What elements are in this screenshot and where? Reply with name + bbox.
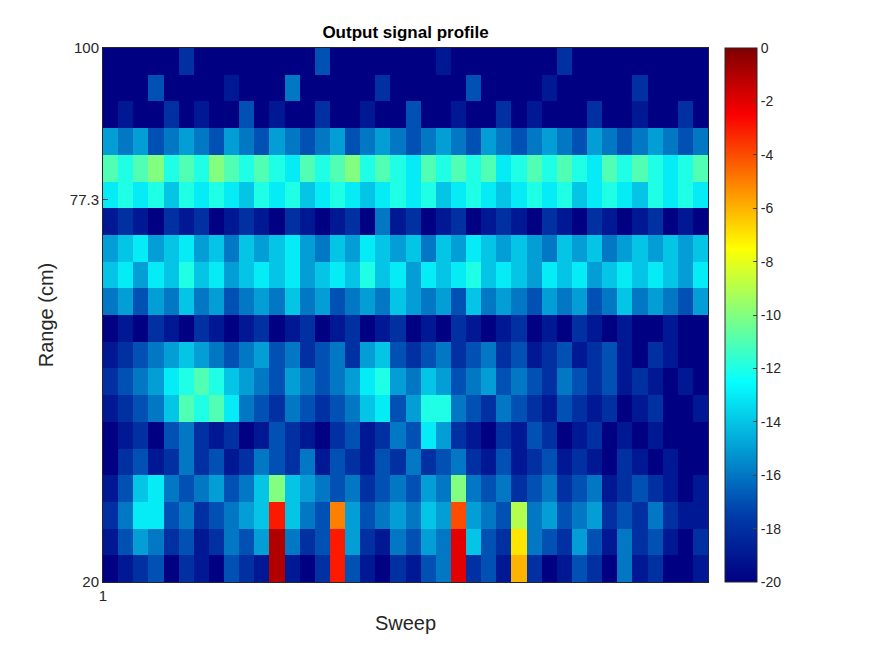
svg-text:1: 1 [99, 587, 107, 604]
svg-text:77.3: 77.3 [70, 191, 99, 208]
svg-text:-10: -10 [761, 307, 781, 323]
svg-text:-12: -12 [761, 360, 781, 376]
svg-text:-4: -4 [761, 147, 774, 163]
svg-text:-20: -20 [761, 574, 781, 590]
svg-text:-16: -16 [761, 467, 781, 483]
svg-text:100: 100 [74, 39, 99, 56]
svg-text:Sweep: Sweep [375, 612, 436, 634]
svg-text:0: 0 [761, 40, 769, 56]
svg-text:Output signal profile: Output signal profile [322, 23, 488, 42]
svg-text:-14: -14 [761, 414, 781, 430]
svg-text:-8: -8 [761, 254, 774, 270]
svg-text:-6: -6 [761, 200, 774, 216]
svg-text:Range (cm): Range (cm) [35, 263, 57, 367]
svg-text:-2: -2 [761, 93, 774, 109]
svg-text:-18: -18 [761, 521, 781, 537]
svg-text:20: 20 [82, 573, 99, 590]
